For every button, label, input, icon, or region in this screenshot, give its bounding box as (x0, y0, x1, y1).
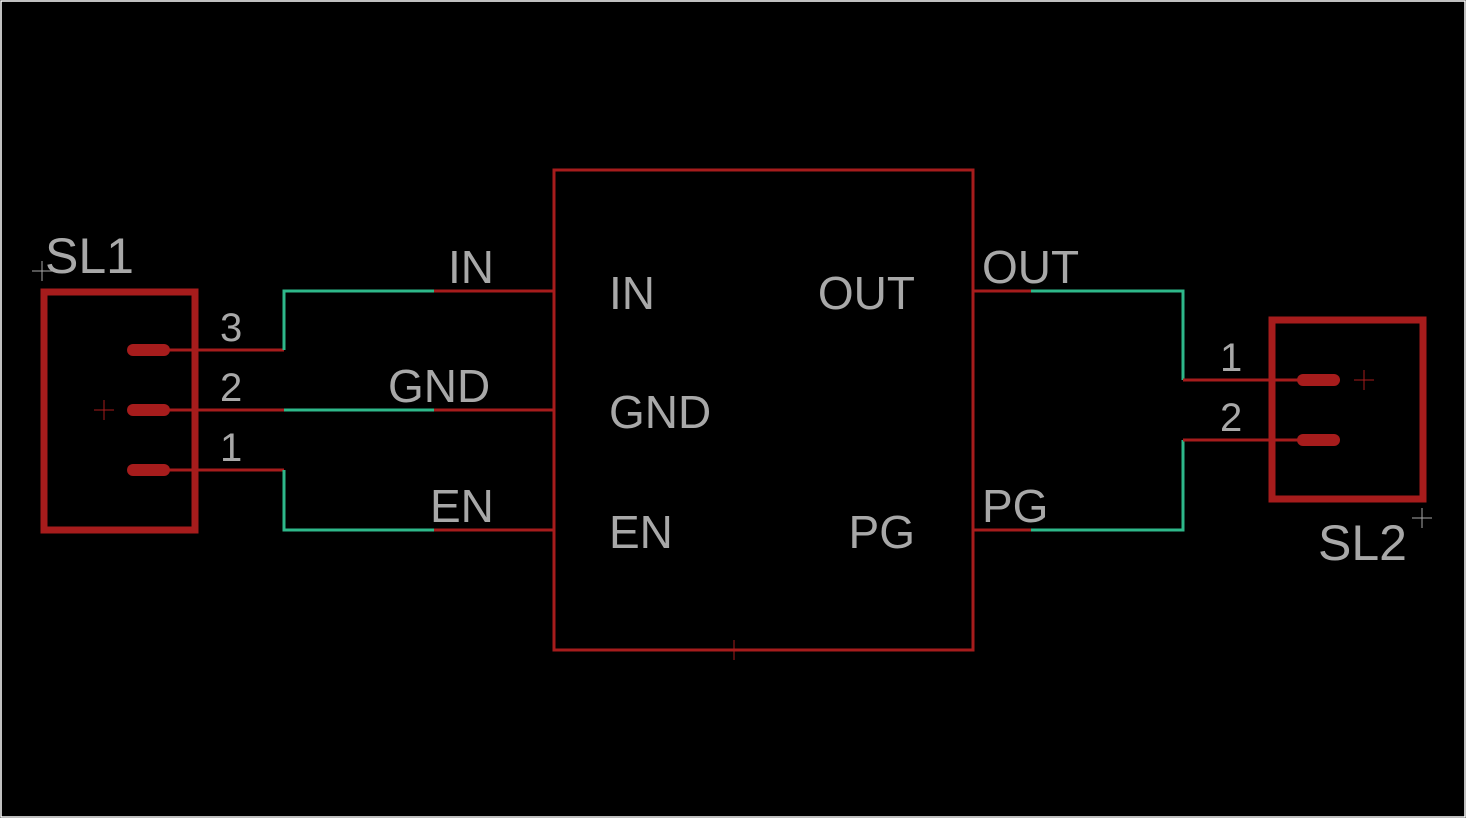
ic-pin-label-gnd: GND (609, 386, 711, 438)
sl1-origin-cross (94, 400, 114, 420)
ic-pin-label-out: OUT (818, 267, 915, 319)
net-label-out: OUT (982, 241, 1079, 293)
sl1-name-origin-cross (32, 261, 52, 281)
ic-pin-label-in: IN (609, 267, 655, 319)
net-label-en: EN (430, 480, 494, 532)
sl2-origin-cross (1354, 370, 1374, 390)
net-label-pg: PG (982, 480, 1048, 532)
wires (282, 289, 1185, 532)
net-label-in: IN (448, 241, 494, 293)
wire-in[interactable] (282, 289, 434, 350)
wire-out[interactable] (1031, 289, 1185, 380)
ic-origin-cross (724, 640, 744, 660)
sl1-pin-2-number: 2 (220, 366, 242, 410)
sl1-pin-1-number: 1 (220, 426, 242, 470)
sl1-name: SL1 (45, 228, 134, 284)
sl2-name: SL2 (1318, 515, 1407, 571)
ic-symbol[interactable]: IN GND EN OUT PG (434, 168, 1031, 660)
wire-en[interactable] (282, 470, 434, 532)
ic-pin-label-pg: PG (849, 506, 915, 558)
sl1-pin-3-number: 3 (220, 306, 242, 350)
sl2-pin-1-number: 1 (1220, 336, 1242, 380)
sl2-body (1268, 316, 1427, 503)
sl2-pin-2-number: 2 (1220, 396, 1242, 440)
ic-pin-label-en: EN (609, 506, 673, 558)
sl2-name-origin-cross (1412, 508, 1432, 528)
wire-pg[interactable] (1031, 440, 1185, 532)
connector-sl1[interactable]: SL1 3 2 1 (32, 228, 284, 534)
net-label-gnd: GND (388, 360, 490, 412)
connector-sl2[interactable]: 1 2 SL2 (1183, 316, 1432, 571)
